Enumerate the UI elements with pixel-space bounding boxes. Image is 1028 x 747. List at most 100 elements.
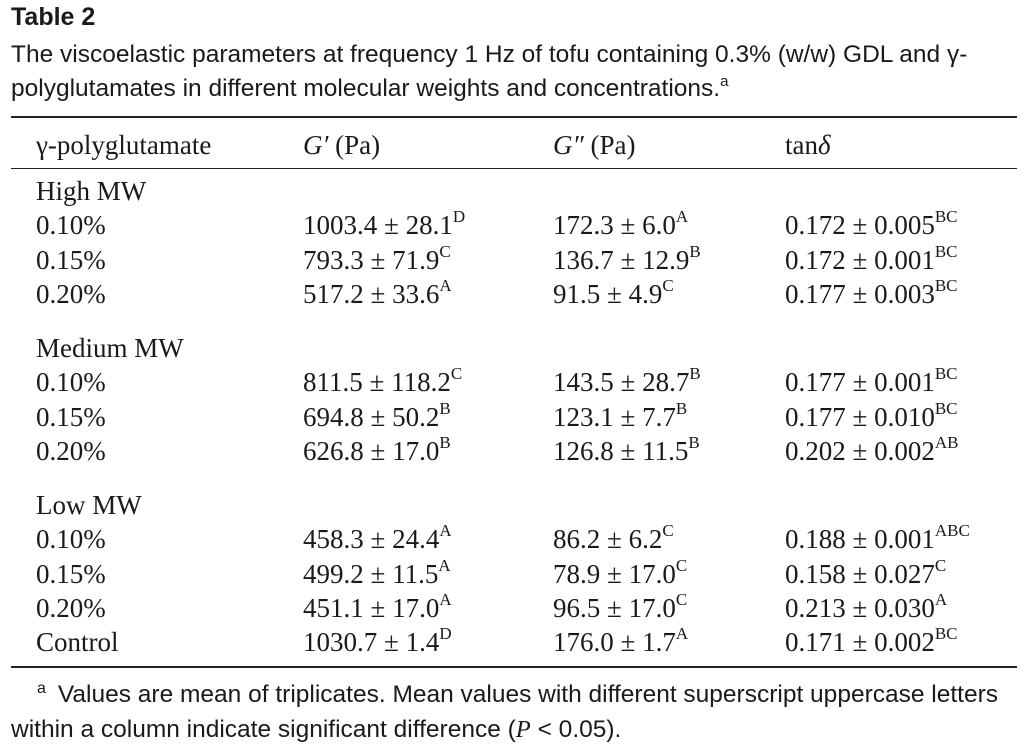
loss-modulus-cell: 86.2 ± 6.2C — [553, 521, 674, 555]
concentration-cell-value: 0.15% — [36, 401, 106, 432]
loss-modulus-cell: 126.8 ± 11.5B — [553, 432, 700, 466]
storage-modulus-cell-superscript: D — [439, 624, 452, 644]
header-polyglutamate: γ-polyglutamate — [36, 130, 212, 160]
loss-modulus-cell-superscript: C — [662, 521, 674, 541]
table-title: Table 2 — [11, 3, 96, 31]
tan-delta-cell: 0.188 ± 0.001ABC — [785, 521, 970, 555]
storage-modulus-cell: 1030.7 ± 1.4D — [303, 624, 452, 658]
storage-modulus-cell: 1003.4 ± 28.1D — [303, 207, 466, 241]
header-storage-modulus: G′ (Pa) — [303, 130, 380, 160]
loss-modulus-cell-superscript: C — [675, 555, 688, 575]
tan-delta-cell-superscript: C — [934, 555, 947, 575]
loss-modulus-cell-superscript: C — [662, 275, 674, 295]
loss-modulus-cell: 91.5 ± 4.9C — [553, 275, 674, 309]
concentration-cell-value: 0.10% — [36, 210, 106, 241]
header-delta-symbol: δ — [818, 130, 831, 160]
storage-modulus-cell: 451.1 ± 17.0A — [303, 589, 452, 623]
tan-delta-cell-superscript: BC — [934, 398, 958, 418]
group-label: Low MW — [36, 490, 142, 520]
storage-modulus-cell-value: 1030.7 ± 1.4 — [303, 627, 440, 658]
concentration-cell: Control — [36, 627, 119, 657]
loss-modulus-cell-value: 78.9 ± 17.0 — [553, 558, 676, 589]
tan-delta-cell-value: 0.172 ± 0.005 — [785, 210, 935, 241]
storage-modulus-cell-value: 1003.4 ± 28.1 — [303, 210, 453, 241]
tan-delta-cell-value: 0.188 ± 0.001 — [785, 524, 935, 555]
storage-modulus-cell-superscript: C — [439, 241, 451, 261]
header-rule — [11, 168, 1017, 169]
concentration-cell: 0.20% — [36, 436, 106, 466]
tan-delta-cell: 0.177 ± 0.003BC — [785, 275, 958, 309]
tan-delta-cell: 0.158 ± 0.027C — [785, 555, 947, 589]
tan-delta-cell-superscript: BC — [934, 275, 958, 295]
top-rule — [11, 116, 1017, 118]
storage-modulus-cell-value: 793.3 ± 71.9 — [303, 244, 440, 275]
loss-modulus-cell-value: 176.0 ± 1.7 — [553, 627, 676, 658]
header-gdoubleprime-unit: (Pa) — [583, 130, 636, 160]
caption-footnote-mark: a — [720, 73, 729, 90]
concentration-cell-value: 0.20% — [36, 592, 106, 623]
storage-modulus-cell-superscript: A — [439, 589, 452, 609]
concentration-cell-value: 0.15% — [36, 558, 106, 589]
tan-delta-cell-superscript: A — [934, 589, 948, 609]
concentration-cell: 0.15% — [36, 402, 106, 432]
loss-modulus-cell-superscript: C — [675, 589, 688, 609]
footnote-text-before: Values are mean of triplicates. Mean val… — [11, 681, 998, 743]
header-gprime-unit: (Pa) — [328, 130, 381, 160]
loss-modulus-cell-superscript: B — [689, 241, 701, 261]
loss-modulus-cell-value: 126.8 ± 11.5 — [553, 435, 689, 466]
loss-modulus-cell-superscript: B — [688, 432, 700, 452]
concentration-cell: 0.15% — [36, 559, 106, 589]
tan-delta-cell: 0.177 ± 0.010BC — [785, 398, 958, 432]
loss-modulus-cell: 78.9 ± 17.0C — [553, 555, 688, 589]
tan-delta-cell: 0.177 ± 0.001BC — [785, 365, 958, 397]
storage-modulus-cell-superscript: A — [438, 555, 451, 575]
loss-modulus-cell-value: 172.3 ± 6.0 — [553, 210, 676, 241]
storage-modulus-cell-value: 517.2 ± 33.6 — [303, 278, 440, 309]
tan-delta-cell: 0.171 ± 0.002BC — [785, 624, 958, 657]
table-caption: The viscoelastic parameters at frequency… — [11, 38, 1021, 106]
loss-modulus-cell: 172.3 ± 6.0A — [553, 208, 688, 241]
header-gprime-symbol: G′ — [303, 130, 329, 160]
storage-modulus-cell: 517.2 ± 33.6A — [303, 275, 452, 309]
loss-modulus-cell: 123.1 ± 7.7B — [553, 400, 687, 432]
loss-modulus-cell: 176.0 ± 1.7A — [553, 624, 689, 658]
loss-modulus-cell-value: 96.5 ± 17.0 — [553, 592, 676, 623]
concentration-cell-value: 0.10% — [36, 524, 106, 555]
tan-delta-cell-value: 0.172 ± 0.001 — [785, 244, 935, 275]
concentration-cell-value: 0.20% — [36, 435, 106, 466]
loss-modulus-cell-value: 136.7 ± 12.9 — [553, 244, 690, 275]
storage-modulus-cell-superscript: B — [439, 432, 451, 452]
tan-delta-cell-superscript: ABC — [934, 521, 970, 541]
concentration-cell: 0.10% — [36, 210, 106, 240]
loss-modulus-cell-superscript: A — [675, 624, 689, 644]
header-tan-prefix: tan — [785, 130, 818, 160]
header-tan-delta: tanδ — [785, 130, 831, 160]
concentration-cell: 0.15% — [36, 245, 106, 275]
tan-delta-cell-superscript: BC — [934, 624, 958, 644]
loss-modulus-cell-value: 86.2 ± 6.2 — [553, 524, 663, 555]
storage-modulus-cell-value: 694.8 ± 50.2 — [303, 401, 440, 432]
loss-modulus-cell: 143.5 ± 28.7B — [553, 365, 701, 398]
loss-modulus-cell-value: 91.5 ± 4.9 — [553, 278, 663, 309]
tan-delta-cell-value: 0.177 ± 0.003 — [785, 278, 935, 309]
storage-modulus-cell-superscript: D — [452, 207, 466, 227]
tan-delta-cell: 0.172 ± 0.001BC — [785, 241, 958, 275]
group-label-value: High MW — [36, 176, 147, 206]
storage-modulus-cell: 499.2 ± 11.5A — [303, 555, 451, 589]
tan-delta-cell-value: 0.177 ± 0.010 — [785, 401, 935, 432]
tan-delta-cell-superscript: BC — [934, 241, 958, 261]
concentration-cell-value: Control — [36, 627, 119, 658]
footnote-p-symbol: P — [515, 716, 531, 743]
storage-modulus-cell: 793.3 ± 71.9C — [303, 241, 451, 275]
group-label: High MW — [36, 176, 146, 206]
storage-modulus-cell-superscript: A — [439, 275, 452, 295]
header-gdoubleprime-symbol: G″ — [553, 130, 584, 160]
storage-modulus-cell-value: 458.3 ± 24.4 — [303, 524, 440, 555]
concentration-cell: 0.10% — [36, 367, 106, 397]
storage-modulus-cell-value: 499.2 ± 11.5 — [303, 558, 439, 589]
concentration-cell: 0.20% — [36, 593, 106, 623]
loss-modulus-cell-value: 143.5 ± 28.7 — [553, 367, 690, 398]
storage-modulus-cell: 811.5 ± 118.2C — [303, 365, 462, 397]
concentration-cell: 0.10% — [36, 524, 106, 554]
tan-delta-cell-superscript: AB — [934, 432, 959, 452]
